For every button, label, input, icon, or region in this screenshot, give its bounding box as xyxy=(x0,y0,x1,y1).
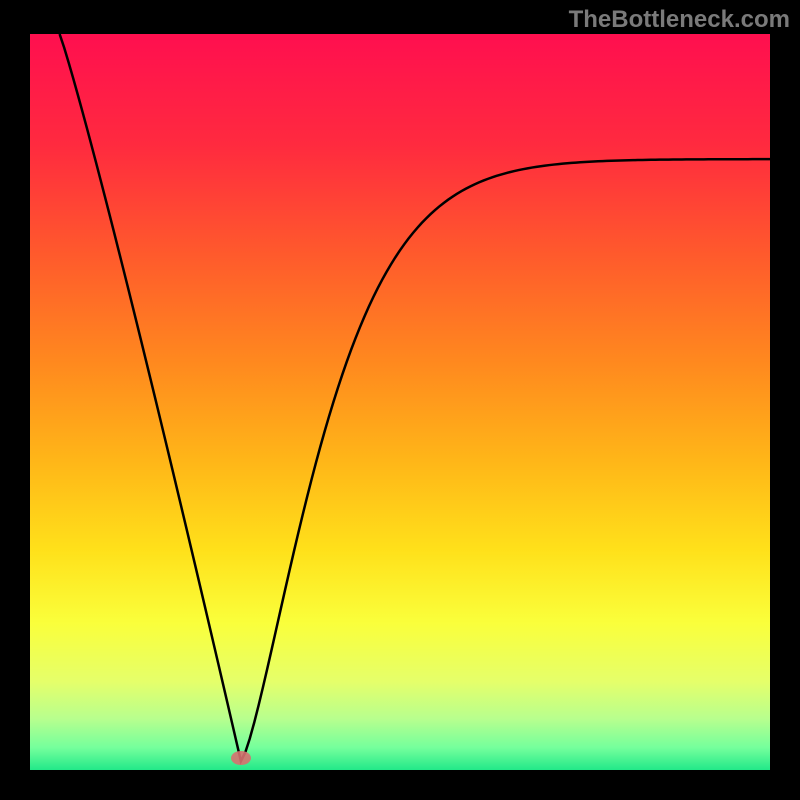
plot-area xyxy=(30,34,770,770)
optimum-marker xyxy=(231,751,251,765)
curve-path xyxy=(60,34,770,761)
chart-frame xyxy=(0,0,800,800)
watermark: TheBottleneck.com xyxy=(569,6,790,34)
bottleneck-curve xyxy=(30,34,770,770)
